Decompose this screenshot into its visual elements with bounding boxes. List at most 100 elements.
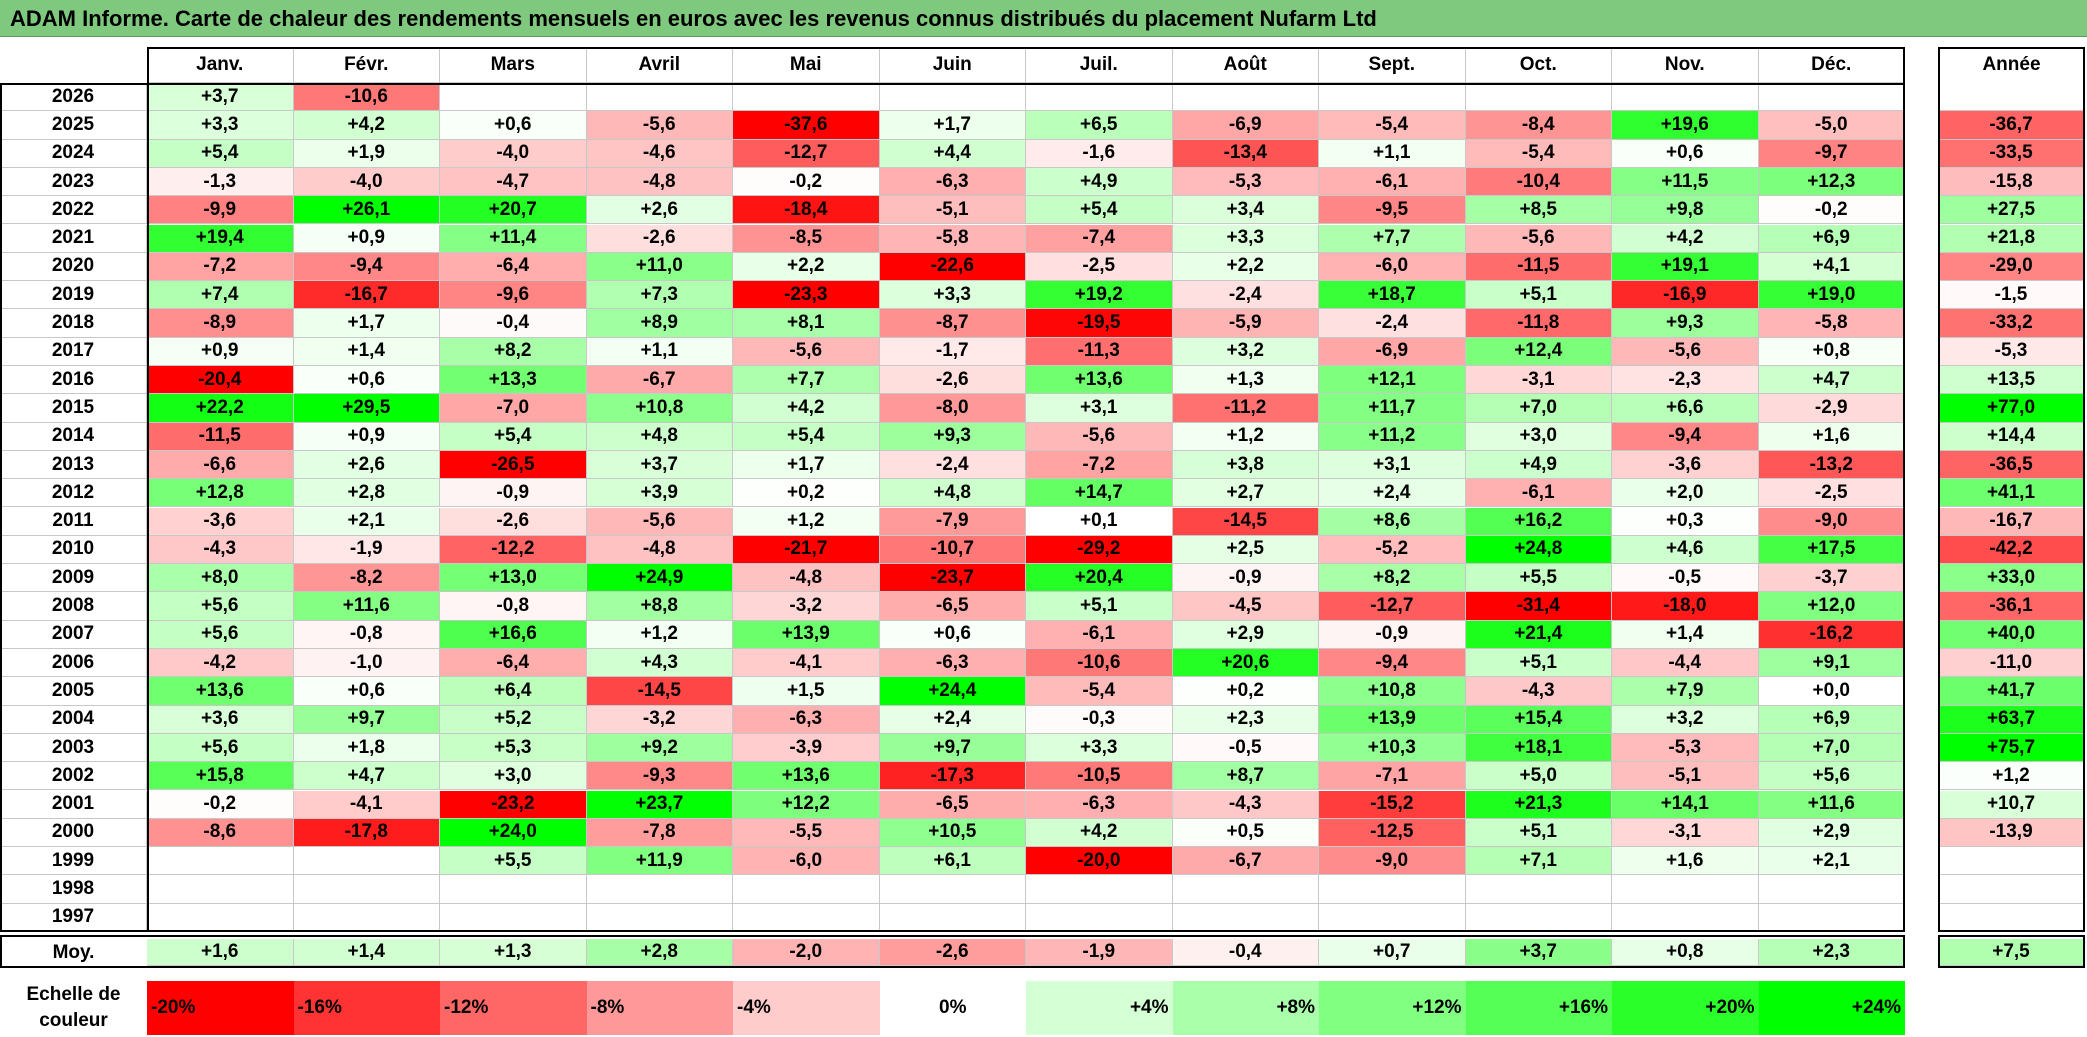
heatmap-cell: +3,2 — [1612, 705, 1759, 734]
year-label: 2011 — [0, 507, 147, 536]
heatmap-cell: +1,3 — [1172, 366, 1319, 395]
heatmap-cell: -6,4 — [440, 649, 587, 678]
heatmap-cell: -0,9 — [1172, 564, 1319, 593]
heatmap-cell: +13,6 — [147, 677, 294, 706]
heatmap-cell: -15,2 — [1319, 790, 1466, 819]
legend-swatch: 0% — [879, 981, 1026, 1035]
annual-cell: -13,9 — [1938, 818, 2085, 848]
heatmap-cell: -7,1 — [1319, 762, 1466, 791]
month-header: Juil. — [1026, 47, 1173, 83]
heatmap-cell: +9,1 — [1758, 649, 1905, 678]
heatmap-cell: -14,5 — [1172, 507, 1319, 536]
heatmap-cell: +9,7 — [293, 705, 440, 734]
heatmap-cell: +12,0 — [1758, 592, 1905, 621]
heatmap-cell: -4,8 — [586, 535, 733, 565]
heatmap-cell: +19,4 — [147, 224, 294, 253]
heatmap-cell: -0,8 — [440, 592, 587, 621]
heatmap-cell: +11,0 — [586, 252, 733, 282]
heatmap-cell: -2,9 — [1758, 394, 1905, 423]
year-label: 2020 — [0, 252, 147, 282]
heatmap-cell — [440, 903, 587, 932]
heatmap-cell: +13,0 — [440, 564, 587, 593]
heatmap-cell: -6,9 — [1319, 337, 1466, 366]
heatmap-cell: -2,6 — [879, 366, 1026, 395]
heatmap-cell: -17,3 — [879, 762, 1026, 791]
heatmap-cell: -4,6 — [586, 139, 733, 168]
annual-cell: +75,7 — [1938, 733, 2085, 763]
heatmap-cell: +21,4 — [1465, 620, 1612, 649]
heatmap-cell: +3,0 — [440, 762, 587, 791]
year-label: 2021 — [0, 224, 147, 253]
heatmap-cell: +11,2 — [1319, 422, 1466, 451]
average-cell: +2,3 — [1758, 939, 1905, 966]
heatmap-cell: -5,0 — [1758, 111, 1905, 140]
heatmap-cell — [147, 875, 294, 904]
heatmap-cell: -0,3 — [1026, 705, 1173, 734]
heatmap-cell: -4,1 — [293, 790, 440, 819]
average-cell: -2,0 — [733, 939, 880, 966]
heatmap-cell: +12,2 — [733, 790, 880, 819]
heatmap-cell: +5,1 — [1465, 281, 1612, 310]
heatmap-cell: -16,9 — [1612, 281, 1759, 310]
heatmap-cell: +1,7 — [733, 450, 880, 480]
average-cell: +1,4 — [293, 939, 440, 966]
heatmap-cell: +4,7 — [1758, 366, 1905, 395]
annual-header: Année — [1982, 54, 2041, 75]
heatmap-cell: +7,1 — [1465, 847, 1612, 876]
heatmap-cell: +0,2 — [733, 479, 880, 508]
legend-swatch: -8% — [586, 981, 733, 1035]
heatmap-cell: -2,4 — [1172, 281, 1319, 310]
year-label: 2005 — [0, 677, 147, 706]
heatmap-cell — [1465, 83, 1612, 112]
heatmap-cell: +14,7 — [1026, 479, 1173, 508]
average-annual-cell: +7,5 — [1938, 939, 2085, 966]
heatmap-cell: -2,4 — [1319, 309, 1466, 338]
heatmap-cell: -4,3 — [1465, 677, 1612, 706]
annual-cell — [1938, 903, 2085, 932]
heatmap-cell: -3,6 — [1612, 450, 1759, 480]
legend-swatch: -4% — [733, 981, 880, 1035]
heatmap-cell — [147, 903, 294, 932]
heatmap-cell — [1758, 903, 1905, 932]
annual-cell: -36,5 — [1938, 450, 2085, 480]
heatmap-cell: +23,7 — [586, 790, 733, 819]
year-label: 1998 — [0, 875, 147, 904]
heatmap-cell: +3,2 — [1172, 337, 1319, 366]
heatmap-cell: -6,9 — [1172, 111, 1319, 140]
heatmap-cell: -13,2 — [1758, 450, 1905, 480]
heatmap-cell: +2,7 — [1172, 479, 1319, 508]
heatmap-cell: +3,3 — [147, 111, 294, 140]
heatmap-cell: +4,9 — [1026, 167, 1173, 197]
heatmap-cell: +11,6 — [293, 592, 440, 621]
heatmap-cell: -5,6 — [1465, 224, 1612, 253]
annual-cell — [1938, 875, 2085, 904]
heatmap-cell: +2,1 — [1758, 847, 1905, 876]
heatmap-cell: -17,8 — [293, 818, 440, 848]
heatmap-cell: -2,5 — [1026, 252, 1173, 282]
heatmap-cell: +2,9 — [1172, 620, 1319, 649]
annual-cell: -16,7 — [1938, 507, 2085, 536]
heatmap-cell: +4,9 — [1465, 450, 1612, 480]
legend-swatch: -16% — [293, 981, 440, 1035]
heatmap-cell: +5,6 — [1758, 762, 1905, 791]
average-cell: +2,8 — [586, 939, 733, 966]
heatmap-cell: +9,3 — [1612, 309, 1759, 338]
legend-swatch: +16% — [1465, 981, 1612, 1035]
heatmap-cell: -6,3 — [1026, 790, 1173, 819]
heatmap-cell: +4,2 — [1026, 818, 1173, 848]
heatmap-cell: -2,6 — [440, 507, 587, 536]
heatmap-cell: -20,0 — [1026, 847, 1173, 876]
heatmap-cell: +13,3 — [440, 366, 587, 395]
heatmap-cell — [879, 903, 1026, 932]
heatmap-cell: -4,0 — [440, 139, 587, 168]
heatmap-cell: -10,6 — [293, 83, 440, 112]
heatmap-cell: +2,0 — [1612, 479, 1759, 508]
heatmap-cell: +7,7 — [1319, 224, 1466, 253]
annual-cell: +77,0 — [1938, 394, 2085, 423]
heatmap-cell: +8,5 — [1465, 196, 1612, 225]
year-label: 2003 — [0, 733, 147, 763]
average-cell: +0,7 — [1319, 939, 1466, 966]
heatmap-cell — [1319, 83, 1466, 112]
month-header: Mai — [733, 47, 880, 83]
heatmap-cell: -6,7 — [1172, 847, 1319, 876]
